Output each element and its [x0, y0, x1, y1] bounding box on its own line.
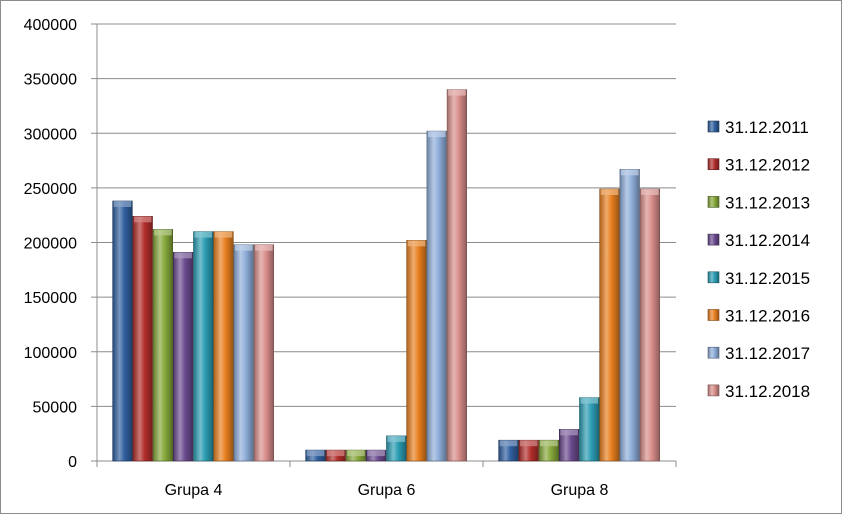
- bar-highlight: [407, 240, 426, 247]
- bar-highlight: [113, 201, 132, 207]
- y-tick-label: 50000: [33, 399, 78, 416]
- bar-highlight: [326, 450, 345, 457]
- legend-swatch: [707, 271, 720, 284]
- bar-highlight: [214, 231, 233, 238]
- bar-highlight: [306, 450, 325, 457]
- legend: 31.12.2011 31.12.2012 31.12.2013 31.12.2014…: [707, 118, 810, 401]
- bar-highlight: [194, 231, 213, 238]
- bar: [639, 188, 660, 462]
- bar-highlight: [540, 440, 558, 447]
- bar-highlight: [641, 189, 659, 195]
- y-tick-label: 200000: [24, 236, 77, 253]
- legend-label: 31.12.2014: [725, 231, 810, 250]
- bar-highlight: [387, 435, 406, 442]
- category-label: Grupa 4: [165, 482, 223, 499]
- legend-swatch: [707, 120, 720, 133]
- bar-highlight: [367, 450, 385, 457]
- bar: [619, 169, 640, 462]
- y-tick-label: 0: [68, 454, 77, 471]
- bar-highlight: [499, 440, 518, 447]
- bars: [112, 89, 660, 462]
- bar: [132, 216, 153, 462]
- legend-swatch: [707, 196, 720, 208]
- bar-highlight: [255, 244, 273, 251]
- legend-label: 31.12.2012: [725, 156, 810, 175]
- legend-label: 31.12.2017: [725, 344, 810, 363]
- bar-highlight: [154, 229, 172, 236]
- bar: [213, 231, 234, 462]
- bar: [426, 130, 447, 462]
- y-tick-label: 100000: [24, 345, 77, 362]
- bar: [599, 188, 620, 462]
- bar: [173, 252, 194, 462]
- bar: [253, 244, 275, 462]
- bar: [446, 89, 468, 462]
- y-tick-label: 300000: [24, 126, 77, 143]
- bar-highlight: [174, 252, 192, 259]
- bar-highlight: [234, 244, 253, 251]
- legend-label: 31.12.2016: [725, 307, 810, 326]
- y-tick-label: 150000: [24, 290, 77, 307]
- bar: [406, 240, 427, 462]
- bar: [112, 200, 133, 462]
- category-labels: Grupa 4 Grupa 6 Grupa 8: [165, 482, 609, 499]
- bar-highlight: [560, 429, 578, 436]
- bar: [233, 244, 254, 462]
- bar: [579, 397, 600, 462]
- bar-highlight: [600, 189, 619, 195]
- bar-highlight: [448, 89, 466, 96]
- bar-highlight: [133, 216, 152, 223]
- bar: [152, 229, 174, 462]
- y-tick-labels: 0 50000 100000 150000 200000 250000 300000 3500…: [24, 17, 77, 471]
- legend-label: 31.12.2015: [725, 269, 810, 288]
- legend-swatch: [707, 346, 720, 359]
- y-tick-label: 250000: [24, 181, 77, 198]
- y-tick-label: 350000: [24, 72, 77, 89]
- legend-label: 31.12.2013: [725, 193, 810, 212]
- bar-highlight: [620, 169, 639, 176]
- bar-highlight: [580, 397, 599, 404]
- category-label: Grupa 8: [551, 482, 609, 499]
- legend-swatch: [707, 384, 720, 397]
- legend-label: 31.12.2011: [725, 118, 809, 137]
- category-label: Grupa 6: [358, 482, 416, 499]
- legend-swatch: [707, 233, 720, 246]
- y-tick-label: 400000: [24, 17, 77, 34]
- legend-label: 31.12.2018: [725, 382, 810, 401]
- bar-highlight: [519, 440, 538, 447]
- bar: [193, 231, 214, 462]
- legend-swatch: [707, 309, 720, 321]
- legend-swatch: [707, 158, 720, 170]
- bar-highlight: [347, 450, 365, 457]
- bar-highlight: [427, 131, 446, 138]
